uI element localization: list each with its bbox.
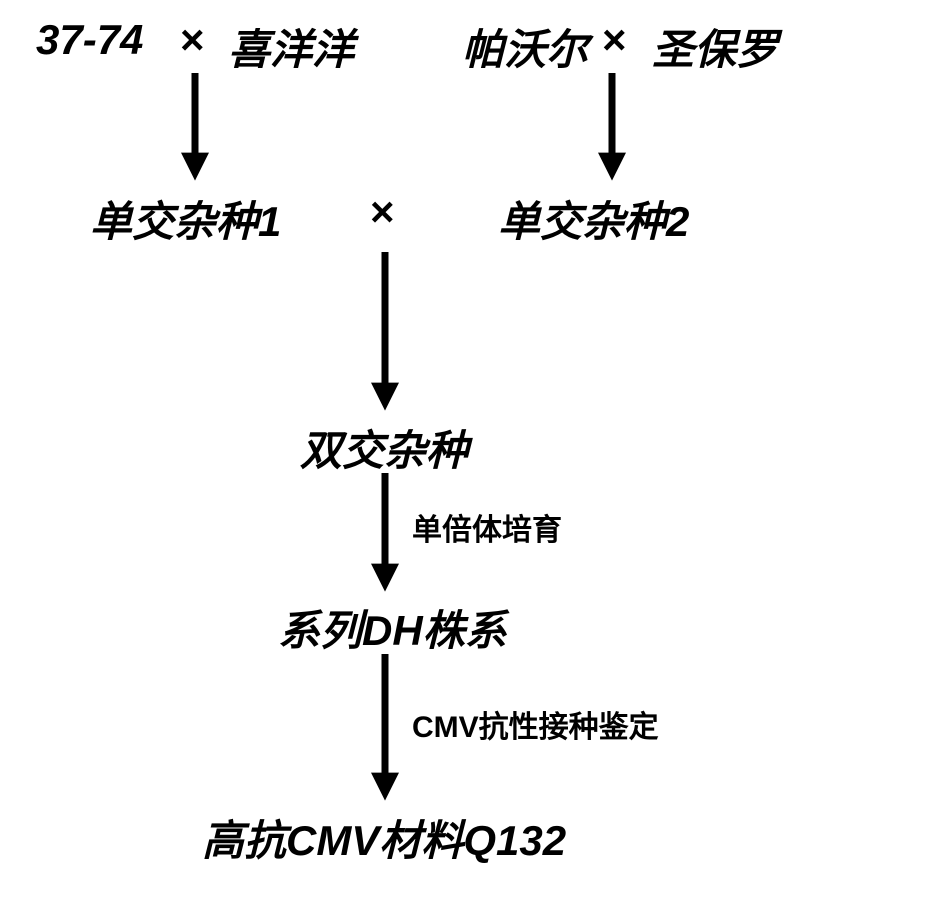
flowchart-arrows [0,0,932,898]
